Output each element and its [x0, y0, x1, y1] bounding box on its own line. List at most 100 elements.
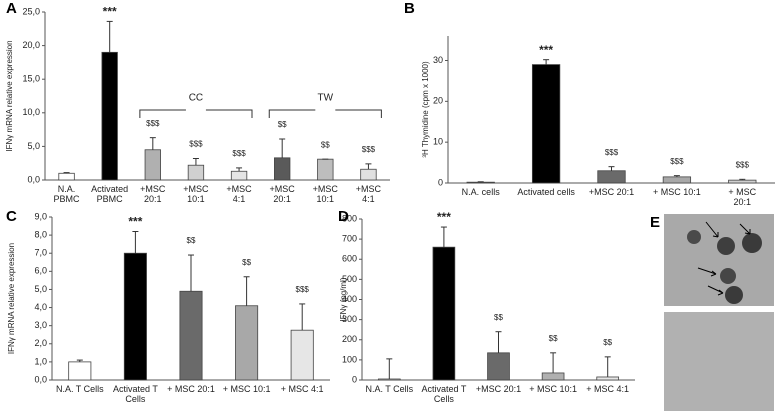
- x-tick-label: + MSC 4:1: [280, 384, 324, 394]
- x-tick-label: N.A. T Cells: [365, 384, 414, 394]
- x-tick-label: +MSC 4:1: [226, 184, 252, 204]
- panel-label: B: [404, 0, 415, 17]
- bar: [179, 290, 203, 381]
- bar: [144, 149, 161, 181]
- y-tick-label: 0: [438, 177, 443, 187]
- bar: [58, 172, 75, 181]
- y-tick-label: 8,0: [34, 229, 47, 239]
- micrographs: [664, 214, 774, 411]
- y-tick-label: 0,0: [27, 174, 40, 184]
- bar: [597, 170, 626, 184]
- bar: [432, 246, 456, 381]
- y-tick-label: 10: [433, 137, 443, 147]
- bar: [596, 376, 620, 381]
- x-tick-label: +MSC 10:1: [183, 184, 209, 204]
- panel-label: E: [650, 214, 661, 231]
- x-tick-label: +MSC 20:1: [475, 384, 522, 394]
- annotation: $$$: [146, 119, 160, 128]
- y-axis-title: ³H Thymidine (cpm x 1000): [421, 61, 430, 158]
- x-tick-label: + MSC 4:1: [586, 384, 630, 394]
- bar: [531, 64, 561, 184]
- y-tick-label: 100: [342, 354, 357, 364]
- annotation: $$$: [605, 148, 619, 157]
- annotation: $$: [278, 120, 287, 129]
- bar: [274, 157, 291, 181]
- micrograph: [664, 312, 774, 411]
- annotation: ***: [437, 210, 451, 224]
- y-tick-label: 20,0: [22, 40, 40, 50]
- x-tick-label: +MSC 20:1: [269, 184, 295, 204]
- y-tick-label: 9,0: [34, 211, 47, 221]
- y-tick-label: 7,0: [34, 248, 47, 258]
- bar: [187, 164, 205, 181]
- y-tick-label: 5,0: [27, 141, 40, 151]
- y-tick-label: 5,0: [34, 284, 47, 294]
- cell-cluster: [742, 233, 762, 253]
- y-axis-title: IFNγ (pg/ml): [339, 277, 348, 321]
- annotation: ***: [103, 5, 117, 19]
- group-bracket: [268, 109, 382, 118]
- group-label: CC: [189, 93, 203, 104]
- y-tick-label: 800: [342, 213, 357, 223]
- bar: [230, 170, 248, 181]
- annotation: $$$: [232, 149, 246, 158]
- annotation: $$$: [296, 285, 310, 294]
- y-tick-label: 0: [352, 374, 357, 384]
- y-tick-label: 300: [342, 314, 357, 324]
- bar: [101, 51, 118, 181]
- annotation: $$: [603, 338, 612, 347]
- x-tick-label: + MSC 10:1: [653, 187, 701, 197]
- bar: [662, 176, 692, 184]
- bar: [317, 158, 334, 181]
- y-tick-label: 3,0: [34, 320, 47, 330]
- bar: [68, 361, 92, 381]
- y-tick-label: 600: [342, 254, 357, 264]
- bar: [360, 168, 377, 181]
- x-tick-label: Activated T Cells: [112, 384, 158, 404]
- y-tick-label: 4,0: [34, 302, 47, 312]
- x-tick-label: Activated PBMC: [91, 184, 129, 204]
- panel-label: C: [6, 208, 17, 225]
- bar: [466, 181, 495, 184]
- group-label: TW: [318, 93, 334, 104]
- x-tick-label: N.A. T Cells: [55, 384, 104, 394]
- y-tick-label: 200: [342, 334, 357, 344]
- arrows: [697, 221, 751, 296]
- bar: [728, 179, 757, 184]
- x-tick-label: +MSC 4:1: [355, 184, 382, 204]
- y-tick-label: 25,0: [22, 6, 40, 16]
- cell-cluster: [720, 268, 736, 284]
- y-tick-label: 10,0: [22, 107, 40, 117]
- annotation: $$: [321, 140, 330, 149]
- bar: [377, 378, 401, 381]
- bar: [123, 252, 147, 381]
- x-tick-label: N.A. cells: [461, 187, 500, 197]
- annotation: $$$: [362, 145, 376, 154]
- y-tick-label: 15,0: [22, 74, 40, 84]
- x-tick-label: +MSC 20:1: [140, 184, 166, 204]
- panel-label: A: [6, 0, 17, 17]
- cell-cluster: [717, 237, 735, 255]
- annotation: $$: [187, 236, 196, 245]
- y-axis-title: IFNγ mRNA relative expression: [7, 243, 16, 354]
- annotation: $$: [242, 258, 251, 267]
- micrograph: [664, 214, 774, 306]
- x-tick-label: + MSC 10:1: [222, 384, 271, 394]
- y-tick-label: 6,0: [34, 266, 47, 276]
- x-tick-label: + MSC 20:1: [167, 384, 215, 394]
- cell-cluster: [725, 286, 743, 304]
- bar: [487, 352, 510, 381]
- group-bracket: [139, 109, 253, 118]
- y-tick-label: 400: [342, 294, 357, 304]
- y-tick-label: 700: [342, 234, 357, 244]
- x-tick-label: + MSC 10:1: [529, 384, 577, 394]
- bar: [541, 372, 565, 381]
- y-tick-label: 2,0: [34, 338, 47, 348]
- annotation: $$: [494, 313, 503, 322]
- annotation: $$$: [670, 157, 684, 166]
- x-tick-label: +MSC 10:1: [312, 184, 338, 204]
- bar: [290, 329, 314, 381]
- bar: [235, 305, 259, 381]
- y-tick-label: 500: [342, 274, 357, 284]
